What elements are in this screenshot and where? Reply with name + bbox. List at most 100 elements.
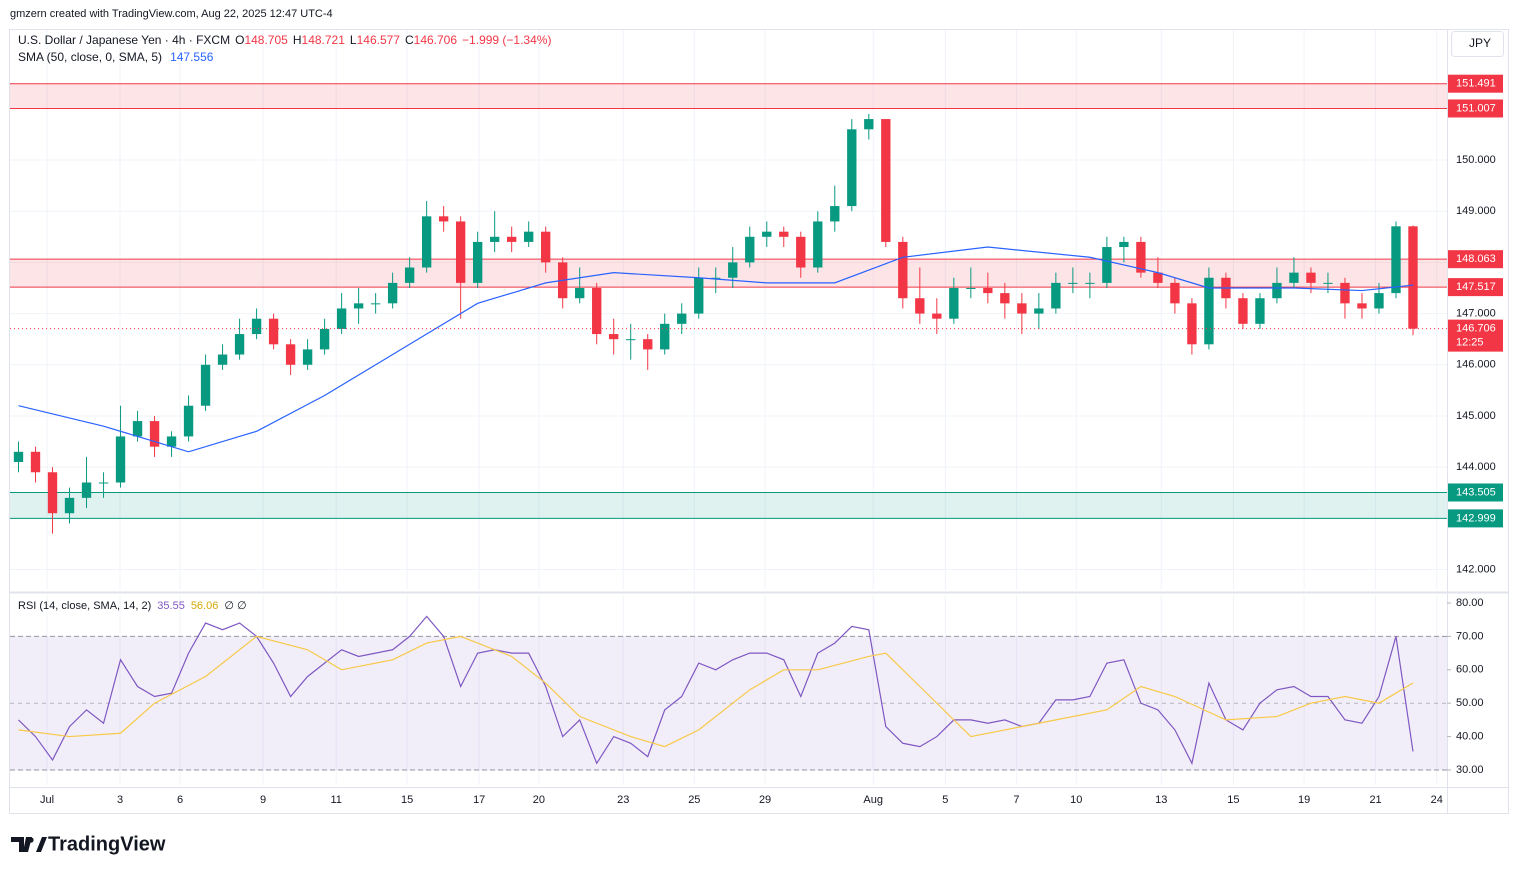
x-tick-label: 20: [533, 794, 545, 806]
y-tick-label: 147.000: [1456, 307, 1496, 319]
y-tick-label: 50.00: [1456, 697, 1484, 709]
candle-body: [319, 328, 330, 350]
x-tick-label: 21: [1369, 794, 1381, 806]
candle-body: [1374, 293, 1384, 309]
candle-body: [830, 206, 840, 222]
rsi-sma-value: 56.06: [191, 600, 219, 612]
rsi-band: [10, 636, 1447, 770]
y-tick-label: 60.00: [1456, 664, 1484, 676]
frame: [9, 29, 1509, 814]
price-label: 151.007: [1456, 102, 1496, 114]
x-tick-label: 25: [688, 794, 700, 806]
rsi-line: [18, 635, 1414, 748]
symbol: U.S. Dollar / Japanese Yen · 4h · FXCM: [18, 33, 230, 47]
candle-body: [404, 267, 415, 283]
y-tick-label: 142.000: [1456, 563, 1496, 575]
candle-body: [966, 287, 976, 289]
candle-body: [387, 282, 398, 304]
logo-icon: [36, 837, 47, 852]
logo-dot: [28, 837, 34, 843]
sma-legend: SMA (50, close, 0, SMA, 5) 147.556: [18, 50, 214, 64]
y-tick-label: 145.000: [1456, 410, 1496, 422]
candle-body: [302, 349, 313, 365]
candle-body: [626, 339, 636, 341]
sma-line: [18, 246, 1414, 453]
high-value: 148.721: [302, 33, 346, 47]
candle-body: [472, 241, 483, 283]
candle-body: [115, 436, 126, 483]
candle-body: [1238, 298, 1248, 324]
rsi-name: RSI (14, close, SMA, 14, 2): [18, 600, 151, 612]
x-tick-label: 6: [177, 794, 183, 806]
currency[interactable]: JPY: [1469, 36, 1491, 50]
y-tick-label: 144.000: [1456, 461, 1496, 473]
candle-body: [1391, 226, 1401, 294]
price-label-box: [1448, 278, 1503, 297]
candle-body: [524, 231, 534, 242]
candle-body: [864, 119, 874, 130]
candle-body: [1153, 272, 1163, 283]
candle-body: [81, 482, 92, 498]
x-tick-label: 23: [617, 794, 629, 806]
candle-body: [813, 221, 823, 268]
candle-body: [1119, 241, 1129, 248]
candle-body: [251, 318, 262, 335]
candle-body: [677, 313, 687, 324]
candle-body: [47, 472, 58, 514]
candle-body: [1136, 241, 1146, 273]
price-label: 143.505: [1456, 486, 1496, 498]
y-tick-label: 70.00: [1456, 630, 1484, 642]
price-label-box: [1448, 483, 1503, 502]
x-tick-label: 29: [759, 794, 771, 806]
candle-body: [796, 236, 806, 268]
rsi-extra: ∅ ∅: [224, 600, 246, 612]
rsi-legend: RSI (14, close, SMA, 14, 2) 35.55 56.06 ∅ ∅: [18, 600, 247, 612]
candle-body: [1306, 272, 1316, 283]
price-label-box: [1448, 99, 1503, 118]
candle-body: [592, 287, 602, 335]
candle-body: [285, 344, 296, 365]
candle-body: [421, 216, 432, 268]
price-label-box: [1448, 74, 1503, 93]
candle-body: [660, 323, 670, 350]
candle-body: [1289, 272, 1299, 283]
sma-value: 147.556: [170, 50, 214, 64]
candle-body: [200, 364, 211, 406]
logo: TradingView: [11, 833, 166, 855]
x-tick-label: 24: [1431, 794, 1443, 806]
candle-body: [745, 236, 755, 263]
rsi-line: [18, 615, 1414, 766]
candle-body: [609, 334, 619, 340]
x-tick-label: 15: [1227, 794, 1239, 806]
open-value: 148.705: [244, 33, 288, 47]
y-tick-label: 150.000: [1456, 154, 1496, 166]
x-tick-label: 10: [1070, 794, 1082, 806]
zone: [10, 83, 1447, 109]
rsi-value: 35.55: [157, 600, 185, 612]
y-tick-label: 30.00: [1456, 764, 1484, 776]
x-tick-label: 15: [401, 794, 413, 806]
candle-body: [1323, 282, 1333, 284]
candle-body: [1357, 303, 1367, 309]
candle-body: [1068, 282, 1078, 284]
x-tick-label: 9: [260, 794, 266, 806]
y-tick-label: 146.000: [1456, 359, 1496, 371]
candle-body: [268, 318, 279, 345]
candle-body: [336, 308, 347, 329]
currency-box[interactable]: [1451, 31, 1504, 57]
x-tick-label: 11: [330, 794, 341, 806]
price-label: 148.063: [1456, 253, 1496, 265]
candle-body: [149, 421, 160, 447]
candle-body: [1187, 303, 1197, 345]
candle-body: [949, 287, 959, 319]
candle-body: [506, 236, 517, 242]
candle-body: [13, 451, 24, 463]
candle-body: [915, 298, 925, 314]
candle-body: [1000, 293, 1010, 304]
x-tick-label: 13: [1155, 794, 1167, 806]
candle-body: [1408, 226, 1418, 329]
candle-body: [1102, 247, 1112, 283]
candle-body: [64, 497, 75, 514]
